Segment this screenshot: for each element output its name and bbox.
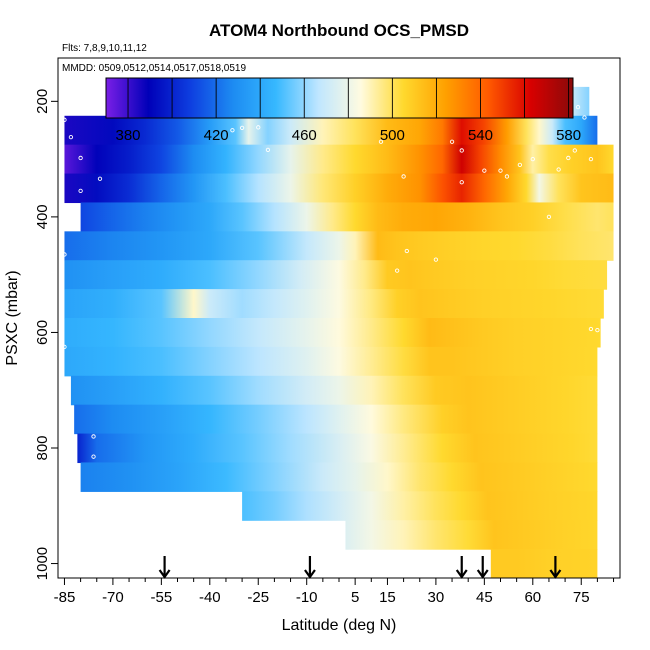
sample-point bbox=[575, 104, 581, 110]
chart-title: ATOM4 Northbound OCS_PMSD bbox=[209, 21, 469, 40]
sample-point bbox=[378, 139, 384, 144]
x-tick-label: 60 bbox=[524, 589, 541, 606]
sample-point bbox=[91, 434, 96, 439]
sample-point bbox=[482, 168, 487, 173]
x-tick-label: -70 bbox=[102, 589, 124, 606]
colorbar-tick-label: 380 bbox=[116, 127, 141, 144]
sample-point bbox=[504, 174, 510, 179]
heatmap-layer-250 bbox=[64, 115, 598, 146]
x-tick-label: 30 bbox=[428, 589, 445, 606]
sample-point bbox=[256, 125, 261, 130]
sample-point bbox=[459, 180, 464, 185]
heatmap-layer-550 bbox=[64, 289, 604, 319]
colorbar-tick-label: 460 bbox=[292, 127, 317, 144]
colorbar-tick-label: 540 bbox=[468, 127, 493, 144]
sample-point bbox=[62, 252, 67, 257]
heatmap-layer-450 bbox=[64, 231, 614, 261]
sample-point bbox=[404, 248, 409, 254]
sample-point bbox=[97, 176, 103, 181]
sample-point bbox=[265, 147, 271, 153]
heatmap-layer-650 bbox=[64, 346, 598, 377]
heatmap-layer-500 bbox=[64, 260, 608, 290]
sample-point bbox=[62, 344, 67, 350]
heatmap-layer-600 bbox=[64, 318, 601, 348]
heatmap-layer-800 bbox=[77, 433, 598, 464]
x-tick-label: 5 bbox=[351, 589, 359, 606]
dates-label: MMDD: 0509,0512,0514,0517,0518,0519 bbox=[62, 63, 246, 74]
y-tick-label: 1000 bbox=[34, 547, 51, 580]
sample-point bbox=[572, 148, 577, 153]
colorbar-rect bbox=[105, 77, 574, 119]
y-tick-label: 600 bbox=[34, 320, 51, 345]
sample-point bbox=[546, 214, 552, 220]
sample-point bbox=[59, 338, 64, 344]
sample-point bbox=[433, 257, 439, 262]
heatmap-layer-1000 bbox=[490, 549, 598, 578]
colorbar-tick-label: 500 bbox=[380, 127, 405, 144]
sample-point bbox=[65, 223, 70, 228]
x-tick-label: -10 bbox=[296, 589, 318, 606]
x-tick-label: 15 bbox=[379, 589, 396, 606]
y-tick-label: 200 bbox=[34, 89, 51, 114]
sample-point bbox=[239, 125, 245, 131]
colorbar-dividers bbox=[127, 78, 570, 118]
sample-point bbox=[62, 117, 67, 122]
sample-points bbox=[59, 99, 600, 459]
flights-label: Flts: 7,8,9,10,11,12 bbox=[62, 43, 147, 54]
x-axis-title: Latitude (deg N) bbox=[282, 617, 397, 634]
sample-point bbox=[78, 155, 83, 161]
heatmap-layer-750 bbox=[74, 404, 598, 435]
sample-point bbox=[401, 174, 406, 179]
sample-point bbox=[394, 268, 400, 273]
sample-point bbox=[517, 162, 523, 168]
heatmap-layer-350 bbox=[64, 173, 614, 204]
colorbar-tick-labels: 380 420 460 500 540 580 bbox=[116, 127, 582, 144]
colorbar-tick-label: 420 bbox=[204, 127, 229, 144]
y-axis: 200 400 600 800 1000 bbox=[34, 89, 58, 580]
sample-point bbox=[588, 326, 594, 332]
heatmap-layer-850 bbox=[80, 462, 598, 492]
sample-point bbox=[595, 327, 600, 333]
sample-point bbox=[230, 128, 235, 133]
x-tick-label: 75 bbox=[573, 589, 590, 606]
sample-point bbox=[566, 155, 571, 161]
heatmap-layer-900 bbox=[242, 491, 598, 521]
sample-point bbox=[68, 135, 74, 140]
y-tick-label: 800 bbox=[34, 435, 51, 460]
x-tick-label: 45 bbox=[476, 589, 493, 606]
x-tick-label: -40 bbox=[199, 589, 221, 606]
x-tick-label: -85 bbox=[54, 589, 76, 606]
sample-point bbox=[582, 115, 587, 120]
arrow-marker bbox=[549, 556, 562, 579]
arrow-marker bbox=[304, 556, 316, 579]
arrow-marker bbox=[158, 556, 171, 579]
arrow-markers bbox=[158, 556, 562, 579]
heatmap-layer-700 bbox=[70, 375, 598, 406]
arrow-marker bbox=[455, 556, 468, 579]
sample-point bbox=[588, 156, 594, 162]
heatmap-layer-950 bbox=[345, 520, 598, 550]
x-tick-label: -25 bbox=[247, 589, 269, 606]
colorbar-tick-label: 580 bbox=[556, 127, 581, 144]
sample-point bbox=[530, 156, 535, 162]
sample-point bbox=[78, 188, 83, 194]
heatmap-layers bbox=[64, 86, 614, 578]
colorbar: 380 420 460 500 540 580 bbox=[105, 77, 582, 144]
sample-point bbox=[556, 167, 561, 172]
y-axis-title: PSXC (mbar) bbox=[4, 270, 21, 365]
y-tick-label: 400 bbox=[34, 204, 51, 229]
x-axis: -85 -70 -55 -40 -25 -10 5 15 30 45 60 75 bbox=[54, 578, 615, 606]
x-tick-label: -55 bbox=[151, 589, 173, 606]
sample-point bbox=[449, 139, 455, 144]
sample-point bbox=[91, 454, 96, 459]
sample-point bbox=[459, 148, 464, 153]
sample-point bbox=[65, 109, 70, 114]
sample-point bbox=[498, 168, 503, 173]
arrow-marker bbox=[476, 556, 489, 579]
heatmap-layer-400 bbox=[80, 202, 614, 232]
heatmap-layer-300 bbox=[64, 144, 614, 175]
